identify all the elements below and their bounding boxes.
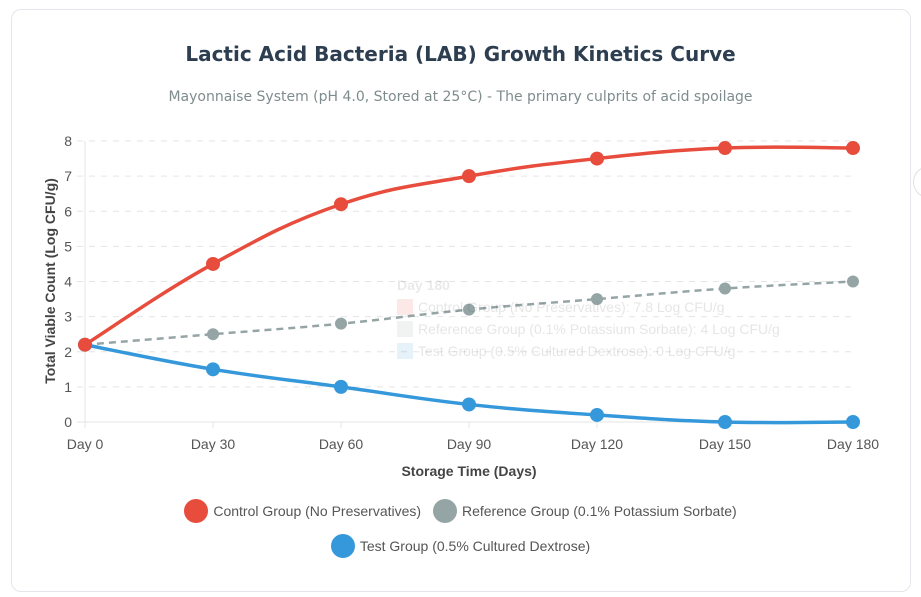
y-tick-label: 7 (64, 168, 72, 184)
tooltip-title: Day 180 (397, 277, 450, 293)
data-point (591, 293, 603, 306)
tooltip: Day 180 Control Group (No Preservatives)… (397, 277, 780, 359)
tooltip-swatch-reference (397, 321, 413, 337)
y-tick-label: 5 (64, 238, 72, 254)
y-tick-label: 1 (64, 379, 72, 395)
data-point (335, 317, 347, 330)
x-tick-label: Day 150 (699, 436, 751, 452)
data-point (462, 169, 476, 184)
legend-marker-test (330, 534, 355, 558)
x-tick-label: Day 60 (319, 436, 364, 452)
y-tick-label: 4 (64, 274, 72, 290)
data-point (718, 415, 732, 429)
legend-label-control: Control Group (No Preservatives) (213, 503, 422, 519)
data-point (462, 397, 476, 412)
data-point (78, 337, 92, 352)
x-tick-label: Day 0 (67, 436, 104, 452)
data-point (846, 141, 860, 156)
legend-label-test: Test Group (0.5% Cultured Dextrose) (359, 538, 591, 554)
legend-item-reference[interactable]: Reference Group (0.1% Potassium Sorbate) (432, 499, 737, 523)
data-point (847, 275, 859, 288)
tooltip-swatch-control (397, 299, 413, 315)
legend-row-1: Control Group (No Preservatives) Referen… (0, 499, 921, 526)
chart-subtitle: Mayonnaise System (pH 4.0, Stored at 25°… (168, 89, 753, 105)
data-point (334, 379, 348, 394)
tooltip-line-control: Control Group (No Preservatives): 7.8 Lo… (418, 299, 725, 315)
legend-row-2: Test Group (0.5% Cultured Dextrose) (0, 534, 921, 561)
chart-card (11, 9, 911, 592)
x-tick-label: Day 90 (447, 436, 492, 452)
data-point (719, 282, 731, 295)
tooltip-line-test: Test Group (0.5% Cultured Dextrose): 0 L… (418, 343, 736, 359)
legend-marker-control (184, 499, 209, 523)
y-tick-label: 6 (64, 203, 72, 219)
data-point (207, 328, 219, 341)
data-point (334, 197, 348, 212)
data-point (206, 256, 220, 271)
y-tick-label: 8 (64, 133, 72, 149)
x-tick-label: Day 180 (827, 436, 879, 452)
legend-item-control[interactable]: Control Group (No Preservatives) (184, 499, 421, 523)
legend-marker-reference (432, 499, 457, 523)
y-tick-label: 3 (64, 309, 72, 325)
legend-item-test[interactable]: Test Group (0.5% Cultured Dextrose) (330, 534, 591, 558)
legend-label-reference: Reference Group (0.1% Potassium Sorbate) (461, 503, 737, 519)
data-point (590, 407, 604, 422)
x-axis-label: Storage Time (Days) (401, 463, 536, 479)
data-point (590, 151, 604, 166)
data-point (846, 415, 860, 429)
y-tick-label: 2 (64, 344, 72, 360)
data-point (206, 362, 220, 377)
x-tick-label: Day 120 (571, 436, 623, 452)
x-tick-label: Day 30 (191, 436, 236, 452)
chart-title: Lactic Acid Bacteria (LAB) Growth Kineti… (185, 42, 736, 66)
tooltip-line-reference: Reference Group (0.1% Potassium Sorbate)… (418, 321, 780, 337)
data-point (463, 303, 475, 316)
y-axis-label: Total Viable Count (Log CFU/g) (42, 178, 58, 384)
y-tick-label: 0 (64, 414, 72, 430)
data-point (718, 141, 732, 156)
tooltip-swatch-test (397, 343, 413, 359)
